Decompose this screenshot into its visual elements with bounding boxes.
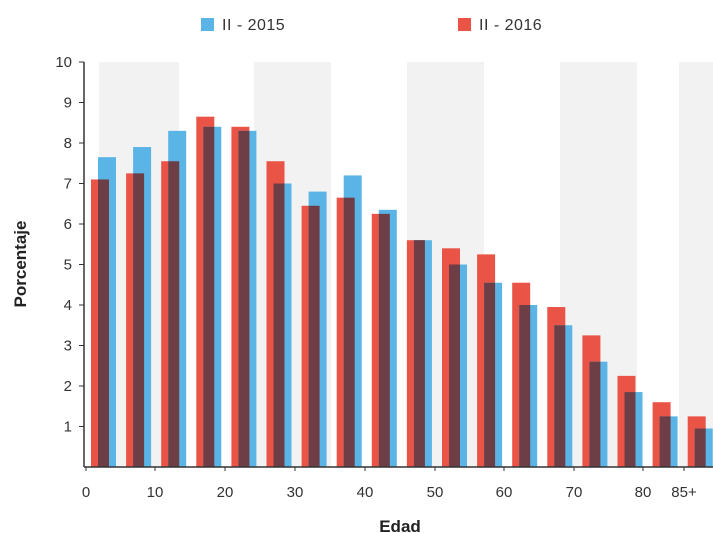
bar-overlap-50-54 (449, 264, 460, 467)
bar-overlap-10-14 (168, 161, 180, 467)
bar-overlap-0-4 (98, 179, 109, 467)
bar-overlap-45-49 (413, 240, 425, 467)
x-tick-label-40: 40 (357, 484, 374, 501)
background-band-4 (679, 62, 713, 467)
bars (91, 116, 713, 468)
y-tick-label-2: 2 (64, 378, 72, 395)
bar-overlap-85+ (694, 428, 706, 467)
y-tick-label-6: 6 (64, 216, 72, 233)
x-tick-label-85+: 85+ (671, 484, 697, 501)
legend-label-2016: II - 2016 (479, 17, 542, 34)
bar-overlap-5-9 (133, 173, 145, 467)
y-axis-title: Porcentaje (11, 221, 30, 308)
x-tick-label-0: 0 (82, 484, 90, 501)
x-tick-label-50: 50 (427, 484, 444, 501)
y-tick-label-9: 9 (64, 95, 72, 112)
bar-overlap-75-79 (624, 392, 636, 467)
legend: II - 2015 II - 2016 (201, 17, 542, 34)
y-tick-label-8: 8 (64, 135, 72, 152)
y-tick-label-7: 7 (64, 176, 72, 193)
legend-swatch-2015 (201, 18, 214, 31)
y-tick-label-5: 5 (64, 257, 72, 274)
x-tick-label-80: 80 (635, 484, 652, 501)
bar-overlap-60-64 (519, 305, 531, 467)
x-tick-label-10: 10 (147, 484, 164, 501)
bar-overlap-40-44 (378, 213, 390, 467)
bar-overlap-20-24 (238, 130, 250, 467)
x-ticks: 0 10 20 30 40 50 60 70 80 85+ (82, 467, 697, 501)
bar-overlap-70-74 (589, 361, 601, 467)
y-tick-label-1: 1 (64, 419, 72, 436)
legend-label-2015: II - 2015 (222, 17, 285, 34)
x-tick-label-30: 30 (287, 484, 304, 501)
x-tick-label-70: 70 (566, 484, 583, 501)
bar-overlap-55-59 (484, 282, 496, 467)
bar-overlap-30-34 (308, 205, 320, 467)
bar-overlap-15-19 (203, 126, 215, 468)
y-tick-label-10: 10 (55, 54, 72, 71)
bar-overlap-35-39 (343, 197, 355, 468)
y-ticks: 1 2 3 4 5 6 7 8 9 10 (55, 54, 84, 436)
y-tick-label-4: 4 (64, 297, 72, 314)
x-tick-label-60: 60 (496, 484, 513, 501)
y-tick-label-3: 3 (64, 338, 72, 355)
bar-overlap-25-29 (273, 183, 285, 467)
bar-overlap-65-69 (554, 325, 566, 467)
bar-overlap-80-84 (659, 416, 671, 467)
x-axis-title: Edad (379, 517, 421, 533)
x-tick-label-20: 20 (217, 484, 234, 501)
legend-swatch-2016 (458, 18, 471, 31)
